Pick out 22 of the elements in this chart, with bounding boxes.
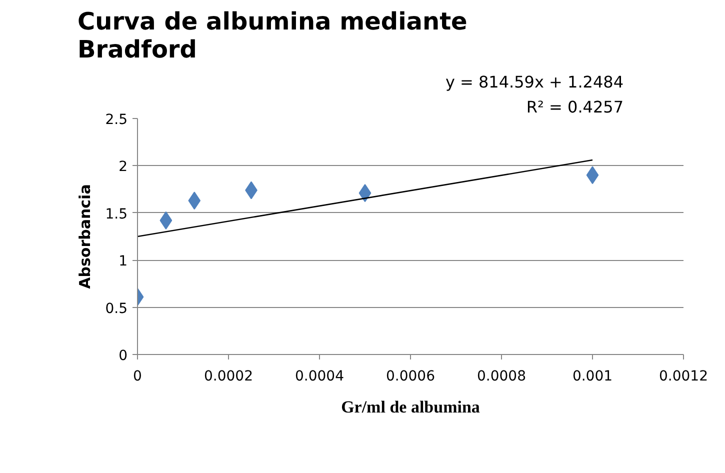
chart-title: Curva de albumina mediante Bradford bbox=[78, 8, 468, 64]
text: y = 814.59x + 1.2484 bbox=[445, 72, 624, 92]
x-tick-label: 0.0006 bbox=[386, 368, 436, 384]
x-tick-label: 0 bbox=[133, 368, 142, 384]
x-tick-label: 0.0012 bbox=[659, 368, 708, 384]
y-tick-label: 1 bbox=[118, 254, 128, 270]
point bbox=[160, 211, 172, 230]
point bbox=[358, 184, 372, 202]
x-axis-title: Gr/ml de albumina bbox=[341, 398, 480, 416]
y-tick-label: 1.5 bbox=[105, 206, 128, 222]
text: R² = 0.4257 bbox=[526, 98, 624, 116]
point bbox=[586, 166, 599, 184]
x-tick-label: 0.0008 bbox=[477, 368, 526, 384]
x-tick-label: 0.001 bbox=[572, 368, 613, 384]
x-tick-label: 0.0002 bbox=[204, 368, 254, 384]
y-tick-label: 0.5 bbox=[105, 300, 128, 317]
x-tick-label: 0.0004 bbox=[295, 368, 344, 384]
y-tick-label: 0 bbox=[118, 348, 128, 364]
y-tick-label: 2.5 bbox=[105, 112, 128, 128]
point bbox=[188, 192, 201, 210]
y-axis-title: Absorbancia bbox=[76, 184, 94, 289]
y-tick-label: 2 bbox=[118, 159, 128, 176]
